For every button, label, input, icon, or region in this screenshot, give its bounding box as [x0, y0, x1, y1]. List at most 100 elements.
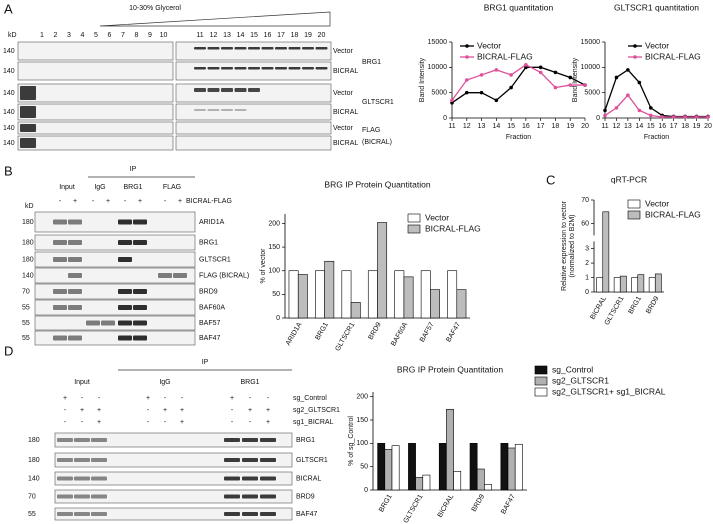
band [173, 273, 187, 278]
panel-label: C [546, 172, 555, 187]
blot [34, 234, 196, 251]
blot [175, 103, 332, 121]
mw-label: 140 [3, 68, 15, 75]
x-tick-label: 11 [448, 123, 455, 130]
sign: - [64, 407, 67, 414]
data-point [626, 93, 630, 97]
chart-title: BRG IP Protein Quantitation [324, 179, 430, 189]
legend-swatch [534, 376, 548, 386]
band [57, 476, 73, 481]
mw-label: 140 [3, 140, 15, 147]
mw-label: 140 [3, 90, 15, 97]
protein-label: BAF47 [199, 335, 221, 342]
sign: - [64, 419, 67, 426]
mw-label: 180 [28, 457, 40, 464]
mw-label: 140 [3, 48, 15, 55]
y-tick-label: 10000 [428, 64, 448, 71]
bar [438, 443, 447, 491]
sign: - [59, 198, 62, 205]
bar [391, 445, 400, 491]
blot [34, 267, 196, 284]
bar [514, 443, 523, 491]
x-axis-label: Fraction [506, 134, 531, 141]
y-tick-label: 3 [585, 245, 589, 252]
ip-label: IP [202, 359, 209, 366]
data-point [648, 106, 653, 110]
legend-label: sg_Control [552, 364, 593, 374]
blot [175, 41, 332, 61]
x-tick-label: 18 [552, 123, 560, 130]
band [224, 438, 240, 442]
lane-number: 11 [196, 32, 203, 39]
mw-label: 140 [22, 272, 34, 279]
panel-label: A [4, 1, 13, 16]
protein-label: BRG1 [199, 239, 218, 246]
protein-label: BAF57 [199, 320, 221, 327]
group-label: Input [74, 379, 90, 386]
x-tick-label: BICRAL [437, 493, 456, 518]
band [221, 67, 233, 70]
condition-label: BICRAL [333, 68, 358, 75]
sign: + [180, 407, 184, 414]
sign: - [147, 407, 150, 414]
x-tick-label: 11 [601, 123, 608, 130]
mw-label: 180 [28, 437, 40, 444]
band [133, 335, 147, 341]
bar [613, 277, 621, 293]
band [74, 438, 90, 442]
blot [54, 489, 293, 504]
sign: + [230, 395, 234, 402]
band [248, 47, 260, 50]
band [242, 476, 258, 481]
data-point [494, 68, 499, 72]
y-tick-label: 150 [356, 417, 368, 424]
x-tick-label: 14 [492, 123, 500, 130]
band [68, 219, 82, 225]
blot [175, 61, 332, 81]
y-tick-label: 2 [585, 260, 589, 267]
band [133, 320, 147, 326]
mw-label: 55 [28, 511, 36, 518]
chart-title: BRG1 quantitation [484, 2, 554, 12]
sign-label: sg_Control [293, 395, 327, 402]
band [57, 494, 73, 499]
series-line [451, 64, 585, 101]
x-tick-label: BAF60A [390, 321, 409, 347]
lane-number: 9 [148, 32, 152, 39]
data-point [706, 115, 710, 119]
sign: + [180, 419, 184, 426]
sign: + [248, 407, 252, 414]
data-point [583, 83, 587, 87]
band [261, 47, 274, 50]
data-point [479, 90, 484, 95]
band [234, 47, 247, 50]
bar [619, 275, 627, 293]
band [133, 240, 147, 245]
bar [377, 443, 386, 491]
series-line [451, 66, 586, 104]
x-tick-label: 15 [647, 123, 655, 130]
bar [507, 447, 516, 491]
band [242, 512, 258, 516]
mw-label: 140 [3, 125, 15, 132]
y-tick-label: 15000 [581, 39, 601, 46]
group-label: FLAG [163, 184, 181, 191]
band [20, 138, 36, 148]
band [207, 109, 220, 111]
bar [637, 274, 645, 293]
x-tick-label: BRG1 [627, 295, 643, 315]
blot [17, 103, 174, 121]
blot [17, 83, 174, 103]
bar [367, 270, 378, 319]
condition-label: Vector [333, 48, 354, 55]
band [133, 219, 147, 225]
band [302, 47, 314, 50]
data-point [683, 115, 687, 119]
band [221, 88, 233, 92]
sign: + [97, 419, 101, 426]
blot [175, 83, 332, 103]
band [53, 257, 67, 262]
band [261, 67, 274, 70]
band [57, 438, 73, 442]
y-tick-label: 0 [276, 315, 280, 322]
